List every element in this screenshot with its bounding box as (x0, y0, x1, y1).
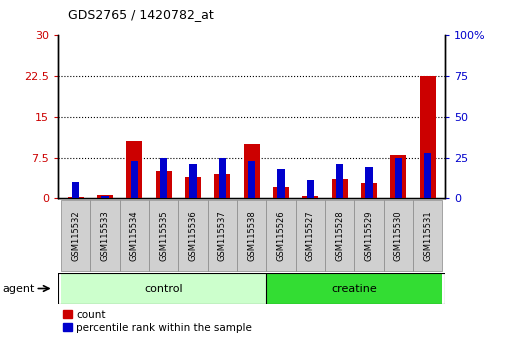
Text: GSM115538: GSM115538 (247, 210, 256, 261)
Bar (131, 161, 138, 198)
Bar (156, 171, 172, 198)
Bar (237, 200, 266, 271)
Bar (412, 200, 441, 271)
Text: creatine: creatine (331, 284, 377, 293)
Text: GSM115535: GSM115535 (159, 210, 168, 261)
Bar (324, 200, 353, 271)
Bar (247, 161, 255, 198)
Text: agent: agent (3, 284, 35, 293)
Text: control: control (144, 284, 183, 293)
Text: GSM115526: GSM115526 (276, 210, 285, 261)
Bar (90, 200, 120, 271)
Bar (273, 187, 288, 198)
Bar (419, 76, 435, 198)
Bar (389, 155, 406, 198)
Bar (97, 195, 113, 198)
Bar (383, 200, 412, 271)
Bar (218, 158, 226, 198)
Legend: count, percentile rank within the sample: count, percentile rank within the sample (63, 310, 251, 333)
Bar (160, 158, 167, 198)
Bar (61, 273, 266, 304)
Bar (335, 164, 343, 198)
Bar (295, 200, 324, 271)
Bar (61, 200, 90, 271)
Bar (423, 153, 430, 198)
Bar (354, 200, 383, 271)
Text: GSM115527: GSM115527 (306, 210, 314, 261)
Bar (189, 164, 196, 198)
Bar (120, 200, 149, 271)
Text: GSM115537: GSM115537 (218, 210, 226, 261)
Bar (243, 144, 259, 198)
Text: GSM115533: GSM115533 (100, 210, 110, 261)
Bar (185, 177, 201, 198)
Bar (149, 200, 178, 271)
Bar (102, 196, 109, 198)
Bar (306, 180, 314, 198)
Bar (178, 200, 208, 271)
Text: GSM115534: GSM115534 (130, 210, 139, 261)
Bar (72, 182, 79, 198)
Text: GSM115532: GSM115532 (71, 210, 80, 261)
Bar (360, 183, 376, 198)
Bar (365, 167, 372, 198)
Bar (208, 200, 237, 271)
Text: GSM115536: GSM115536 (188, 210, 197, 261)
Bar (266, 273, 441, 304)
Bar (301, 196, 318, 198)
Bar (331, 179, 347, 198)
Bar (277, 169, 284, 198)
Bar (126, 141, 142, 198)
Text: GSM115528: GSM115528 (334, 210, 343, 261)
Text: GSM115530: GSM115530 (393, 210, 402, 261)
Bar (266, 200, 295, 271)
Bar (394, 158, 401, 198)
Text: GSM115529: GSM115529 (364, 210, 373, 261)
Bar (214, 174, 230, 198)
Text: GSM115531: GSM115531 (422, 210, 431, 261)
Text: GDS2765 / 1420782_at: GDS2765 / 1420782_at (68, 8, 214, 21)
Bar (68, 196, 84, 198)
